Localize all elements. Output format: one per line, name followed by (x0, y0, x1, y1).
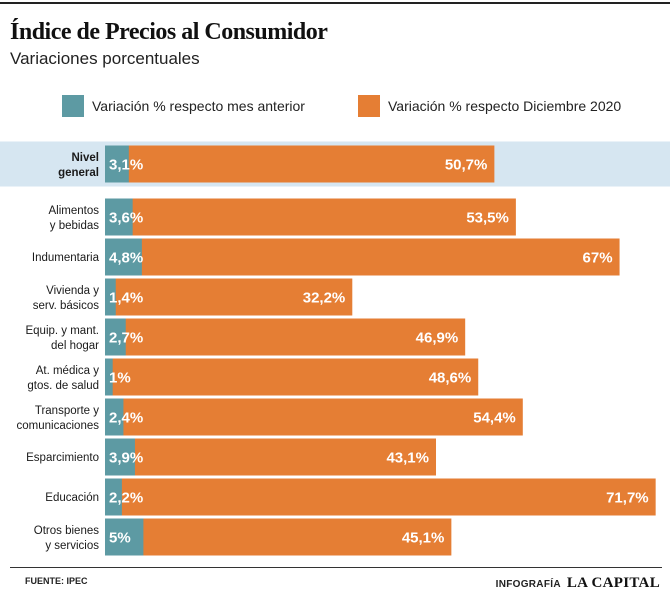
bar-ytd (105, 438, 437, 476)
category-label-line: Nivel (72, 152, 100, 164)
category-label: Otros bienes y servicios (34, 525, 99, 552)
top-rule (0, 2, 670, 4)
data-label-ytd: 71,7% (606, 490, 649, 507)
bar-ytd (105, 518, 452, 556)
category-label: Educación (45, 492, 99, 504)
category-label: Esparcimiento (26, 452, 99, 464)
legend-label-monthly: Variación % respecto mes anterior (92, 98, 305, 114)
category-label: Indumentaria (32, 252, 100, 264)
bar-monthly (105, 398, 124, 436)
category-label-line: y servicios (45, 540, 99, 552)
data-label-monthly: 1,4% (109, 290, 143, 307)
category-label-line: At. médica y (36, 365, 100, 377)
category-label-line: serv. básicos (33, 300, 100, 312)
legend-item-ytd: Variación % respecto Diciembre 2020 (358, 95, 621, 117)
bar-ytd (105, 198, 516, 236)
data-label-monthly: 1% (109, 370, 131, 387)
data-label-ytd: 50,7% (445, 157, 488, 174)
data-label-monthly: 5% (109, 530, 131, 547)
category-label-line: del hogar (51, 340, 99, 352)
category-label-line: y bebidas (50, 220, 99, 232)
bar-ytd (105, 358, 479, 396)
bar-monthly (105, 478, 122, 516)
category-label: At. médica y gtos. de salud (27, 365, 99, 392)
category-label-line: Educación (45, 492, 99, 504)
legend-swatch-monthly (62, 95, 84, 117)
category-label-line: Equip. y mant. (25, 325, 99, 337)
bar-ytd (105, 278, 353, 316)
category-label: Equip. y mant. del hogar (25, 325, 99, 352)
category-label-line: Transporte y (35, 405, 99, 417)
legend-item-monthly: Variación % respecto mes anterior (62, 95, 305, 117)
credit-label: INFOGRAFÍA (495, 579, 561, 590)
category-label-line: Otros bienes (34, 525, 99, 537)
data-label-monthly: 4,8% (109, 250, 143, 267)
data-label-monthly: 3,1% (109, 157, 143, 174)
data-label-ytd: 46,9% (416, 330, 459, 347)
la-capital-logo: LA CAPITAL (566, 575, 660, 591)
data-label-ytd: 54,4% (473, 410, 516, 427)
chart-subtitle: Variaciones porcentuales (10, 49, 200, 68)
category-label-line: Esparcimiento (26, 452, 99, 464)
bar-monthly (105, 198, 133, 236)
data-label-monthly: 2,7% (109, 330, 143, 347)
bar-monthly (105, 518, 144, 556)
source-note: FUENTE: IPEC (25, 576, 88, 586)
footer-rule (10, 567, 662, 568)
bar-monthly (105, 438, 135, 476)
data-label-ytd: 48,6% (429, 370, 472, 387)
bar-monthly (105, 358, 113, 396)
data-label-ytd: 43,1% (386, 450, 429, 467)
category-label-line: Alimentos (49, 205, 100, 217)
bar-ytd (105, 145, 495, 183)
category-label-line: Indumentaria (32, 252, 100, 264)
data-label-monthly: 2,4% (109, 410, 143, 427)
category-label-line: comunicaciones (17, 420, 100, 432)
data-label-ytd: 53,5% (466, 210, 509, 227)
bar-ytd (105, 478, 656, 516)
category-label: Transporte y comunicaciones (17, 405, 100, 432)
bar-ytd (105, 398, 523, 436)
category-label-line: gtos. de salud (27, 380, 99, 392)
data-label-monthly: 3,9% (109, 450, 143, 467)
category-label: Vivienda y serv. básicos (33, 285, 100, 312)
data-label-ytd: 32,2% (303, 290, 346, 307)
category-label-line: general (58, 167, 99, 179)
data-label-ytd: 45,1% (402, 530, 445, 547)
bar-monthly (105, 145, 129, 183)
data-label-monthly: 2,2% (109, 490, 143, 507)
bar-monthly (105, 318, 126, 356)
legend-swatch-ytd (358, 95, 380, 117)
bar-monthly (105, 238, 142, 276)
credit: INFOGRAFÍA LA CAPITAL (496, 575, 660, 592)
data-label-ytd: 67% (583, 250, 613, 267)
bar-ytd (105, 238, 620, 276)
chart-title: Índice de Precios al Consumidor (10, 19, 328, 45)
category-label-line: Vivienda y (46, 285, 99, 297)
bar-monthly (105, 278, 116, 316)
category-label: Nivel general (58, 152, 99, 179)
bar-ytd (105, 318, 466, 356)
data-label-monthly: 3,6% (109, 210, 143, 227)
legend-label-ytd: Variación % respecto Diciembre 2020 (388, 98, 622, 114)
category-label: Alimentos y bebidas (49, 205, 100, 232)
